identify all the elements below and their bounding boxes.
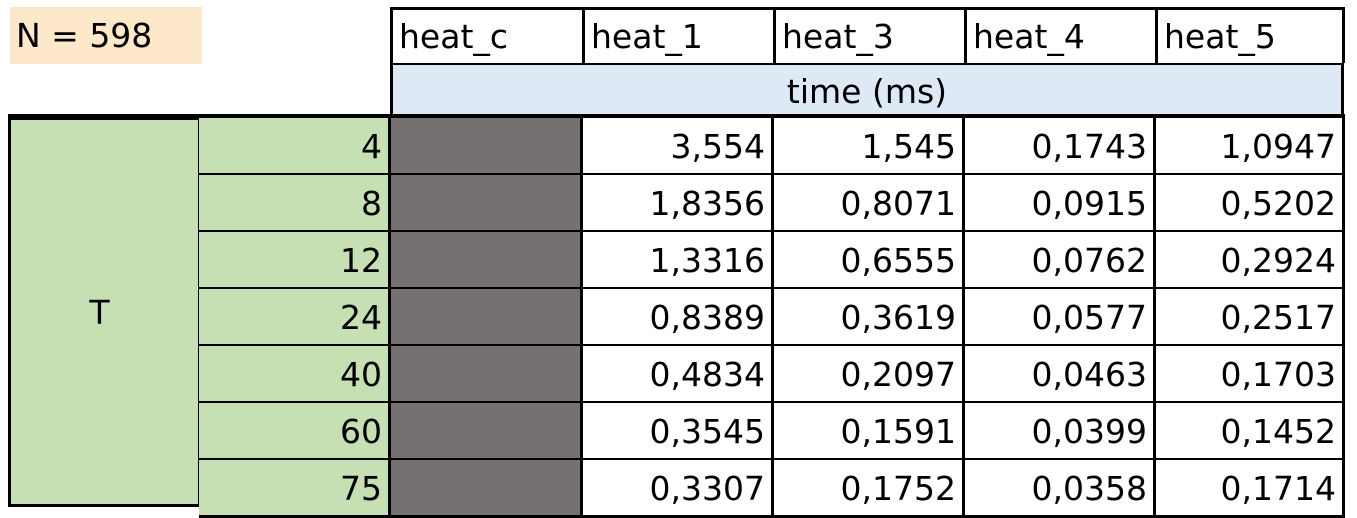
table-cell: 0,8071 (774, 175, 965, 232)
row-t-value: 40 (199, 346, 391, 403)
table-cell: 0,0915 (965, 175, 1156, 232)
row-divider (199, 173, 1345, 176)
table-cell: 0,2924 (1156, 232, 1345, 289)
table-cell: 0,1591 (774, 403, 965, 460)
table-cell: 0,8389 (583, 289, 774, 346)
table-cell: 0,1743 (965, 118, 1156, 175)
heat-c-cell (391, 118, 583, 175)
row-t-value: 12 (199, 232, 391, 289)
table-cell: 0,0762 (965, 232, 1156, 289)
heat-c-cell (391, 346, 583, 403)
column-header-heat-1: heat_1 (582, 7, 773, 63)
table-cell: 0,1714 (1156, 460, 1345, 517)
table-cell: 0,1752 (774, 460, 965, 517)
table-cell: 0,3619 (774, 289, 965, 346)
table-cell: 0,1452 (1156, 403, 1345, 460)
table-cell: 0,3545 (583, 403, 774, 460)
table-cell: 0,2097 (774, 346, 965, 403)
column-header-heat-4: heat_4 (964, 7, 1155, 63)
table-cell: 0,2517 (1156, 289, 1345, 346)
table-cell: 0,5202 (1156, 175, 1345, 232)
row-t-value: 60 (199, 403, 391, 460)
column-header-heat-3: heat_3 (773, 7, 964, 63)
row-divider (199, 230, 1345, 233)
table-cell: 0,0463 (965, 346, 1156, 403)
table-cell: 0,4834 (583, 346, 774, 403)
row-t-value: 75 (199, 460, 391, 517)
row-t-value: 24 (199, 289, 391, 346)
sample-size-label: N = 598 (10, 7, 202, 64)
row-divider (199, 344, 1345, 347)
unit-header: time (ms) (390, 63, 1344, 117)
column-header-heat-c: heat_c (390, 7, 582, 63)
table-cell: 1,3316 (583, 232, 774, 289)
column-header-heat-5: heat_5 (1155, 7, 1345, 63)
table-cell: 1,545 (774, 118, 965, 175)
heat-c-cell (391, 175, 583, 232)
table-cell: 3,554 (583, 118, 774, 175)
table-cell: 1,0947 (1156, 118, 1345, 175)
row-divider (199, 287, 1345, 290)
heat-c-cell (391, 289, 583, 346)
table-cell: 0,3307 (583, 460, 774, 517)
table-body-top-border (8, 114, 1345, 118)
table-cell: 0,0577 (965, 289, 1156, 346)
heat-c-cell (391, 460, 583, 517)
row-divider (199, 401, 1345, 404)
row-group-label: T (8, 117, 201, 507)
table-cell: 1,8356 (583, 175, 774, 232)
heat-c-cell (391, 403, 583, 460)
heat-c-cell (391, 232, 583, 289)
table-cell: 0,0399 (965, 403, 1156, 460)
row-divider (199, 458, 1345, 461)
row-t-value: 4 (199, 118, 391, 175)
table-cell: 0,6555 (774, 232, 965, 289)
table-cell: 0,0358 (965, 460, 1156, 517)
row-t-value: 8 (199, 175, 391, 232)
table-cell: 0,1703 (1156, 346, 1345, 403)
